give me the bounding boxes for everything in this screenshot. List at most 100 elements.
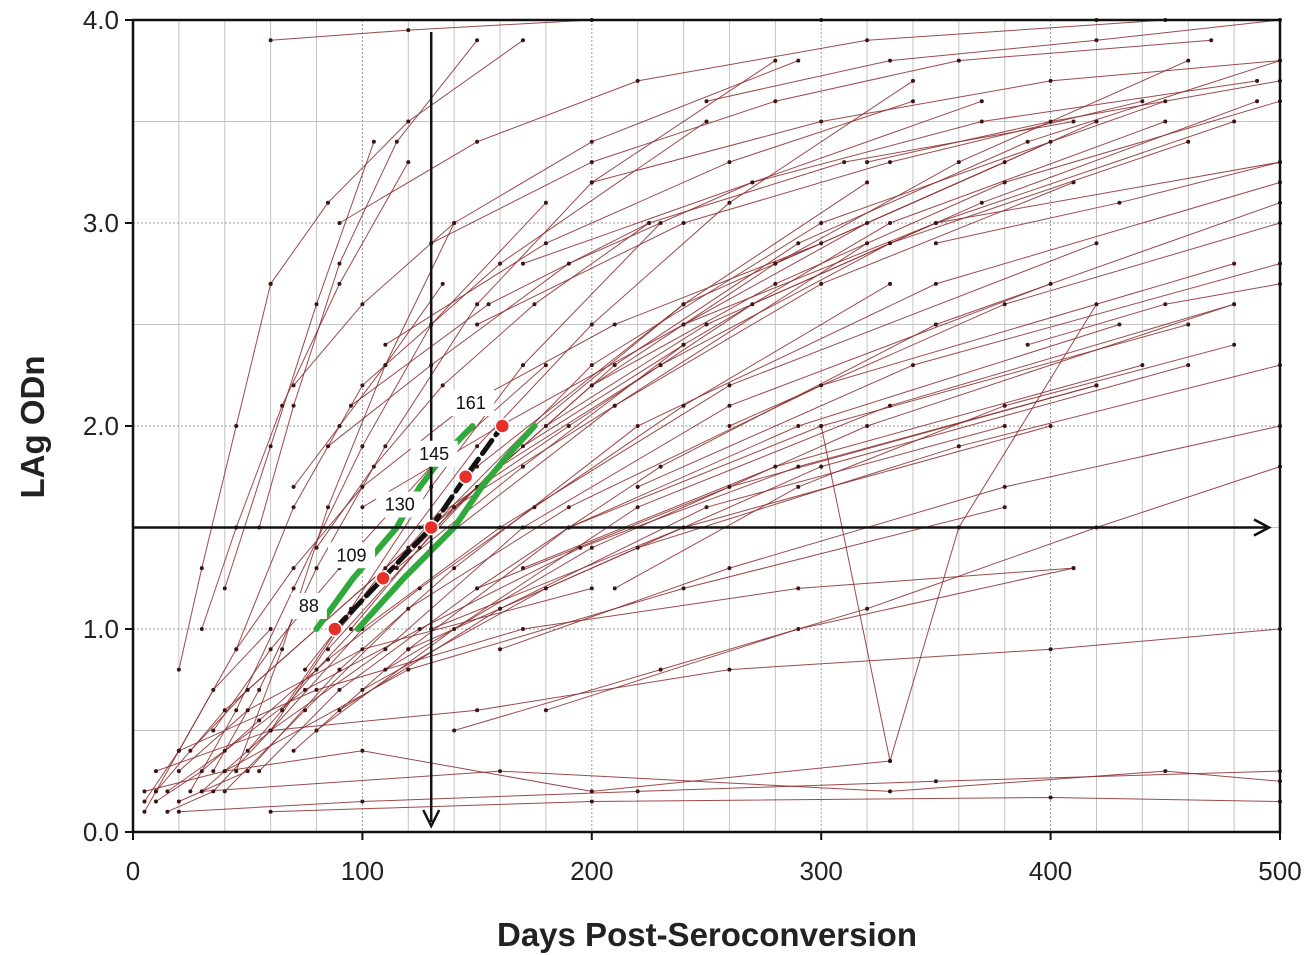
- trajectory-point: [658, 464, 663, 469]
- trajectory-point: [566, 424, 571, 428]
- trajectory-point: [865, 38, 870, 43]
- x-tick-label: 200: [570, 856, 613, 886]
- trajectory-point: [475, 38, 480, 43]
- trajectory-point: [520, 261, 525, 266]
- trajectory-point: [452, 627, 457, 631]
- trajectory-point: [360, 444, 365, 449]
- trajectory-point: [589, 799, 594, 804]
- trajectory-point: [406, 28, 411, 33]
- trajectory-point: [520, 627, 525, 631]
- trajectory-point: [337, 261, 342, 266]
- trajectory-point: [337, 667, 342, 672]
- trajectory-point: [520, 38, 525, 43]
- trajectory-point: [498, 769, 503, 774]
- trajectory-point: [245, 769, 250, 774]
- trajectory-point: [440, 281, 445, 286]
- trajectory-point: [325, 200, 330, 205]
- trajectory-point: [360, 748, 365, 753]
- trajectory-point: [325, 505, 330, 510]
- trajectory-point: [796, 424, 801, 428]
- trajectory-point: [819, 383, 824, 388]
- trajectory-point: [165, 809, 170, 814]
- x-tick-label: 500: [1258, 856, 1301, 886]
- trajectory-line: [293, 283, 444, 488]
- trajectory-point: [865, 241, 870, 246]
- trajectory-point: [291, 484, 296, 489]
- trajectory-point: [543, 586, 548, 591]
- trajectory-point: [635, 78, 640, 83]
- estimate-label-box: [447, 390, 495, 416]
- trajectory-point: [956, 58, 961, 63]
- trajectory-point: [211, 687, 216, 692]
- trajectory-point: [337, 281, 342, 286]
- trajectory-point: [440, 383, 445, 388]
- trajectory-point: [176, 769, 181, 774]
- trajectory-point: [727, 383, 732, 388]
- y-tick-label: 2.0: [83, 411, 119, 441]
- trajectory-point: [1186, 363, 1191, 368]
- trajectory-point: [314, 566, 319, 571]
- trajectory-point: [268, 809, 273, 814]
- trajectory-point: [1163, 119, 1168, 124]
- estimate-label: 161: [456, 393, 486, 413]
- trajectory-point: [704, 119, 709, 124]
- trajectory-point: [383, 342, 388, 347]
- trajectory-point: [842, 160, 847, 165]
- trajectory-point: [865, 424, 870, 428]
- trajectory-point: [773, 281, 778, 286]
- trajectory-line: [453, 181, 1074, 508]
- trajectory-point: [658, 363, 663, 368]
- trajectory-line: [327, 181, 868, 650]
- trajectory-line: [614, 344, 1235, 589]
- trajectory-point: [1094, 383, 1099, 388]
- trajectory-point: [360, 302, 365, 307]
- trajectory-point: [647, 221, 652, 225]
- trajectory-point: [1048, 281, 1053, 286]
- y-tick-label: 3.0: [83, 208, 119, 238]
- trajectory-point: [532, 505, 537, 510]
- trajectory-point: [589, 322, 594, 327]
- trajectory-point: [1232, 261, 1237, 266]
- trajectory-point: [234, 708, 239, 713]
- trajectory-point: [589, 383, 594, 388]
- trajectory-point: [979, 119, 984, 124]
- trajectory-point: [796, 586, 801, 591]
- estimate-label: 145: [419, 444, 449, 464]
- trajectory-point: [360, 484, 365, 489]
- trajectory-point: [475, 444, 480, 449]
- trajectory-point: [498, 606, 503, 611]
- estimate-marker: [327, 621, 343, 637]
- trajectory-point: [291, 383, 296, 388]
- trajectory-point: [383, 566, 388, 571]
- trajectory-point: [888, 758, 893, 763]
- trajectory-point: [199, 769, 204, 774]
- trajectory-line: [189, 344, 684, 752]
- trajectory-point: [910, 78, 915, 83]
- trajectory-point: [234, 424, 239, 428]
- trajectory-point: [337, 687, 342, 692]
- trajectory-point: [819, 464, 824, 469]
- trajectory-point: [360, 687, 365, 692]
- trajectory-point: [589, 586, 594, 591]
- trajectory-point: [257, 718, 262, 723]
- x-tick-label: 400: [1029, 856, 1072, 886]
- trajectory-line: [545, 121, 1235, 427]
- trajectory-point: [543, 241, 548, 246]
- trajectory-point: [291, 586, 296, 591]
- trajectory-point: [727, 667, 732, 672]
- trajectory-point: [303, 667, 308, 672]
- trajectory-point: [268, 444, 273, 449]
- trajectory-point: [257, 687, 262, 692]
- trajectory-point: [520, 444, 525, 449]
- trajectory-point: [1255, 78, 1260, 83]
- y-tick-labels: 0.0 1.0 2.0 3.0 4.0: [83, 5, 133, 847]
- trajectory-point: [865, 160, 870, 165]
- trajectory-point: [394, 139, 399, 144]
- trajectory-point: [773, 464, 778, 469]
- estimate-label: 130: [385, 495, 415, 515]
- estimate-label: 88: [299, 596, 319, 616]
- trajectory-point: [1002, 484, 1007, 489]
- trajectory-point: [268, 728, 273, 733]
- trajectory-point: [773, 261, 778, 266]
- estimate-marker: [375, 570, 391, 586]
